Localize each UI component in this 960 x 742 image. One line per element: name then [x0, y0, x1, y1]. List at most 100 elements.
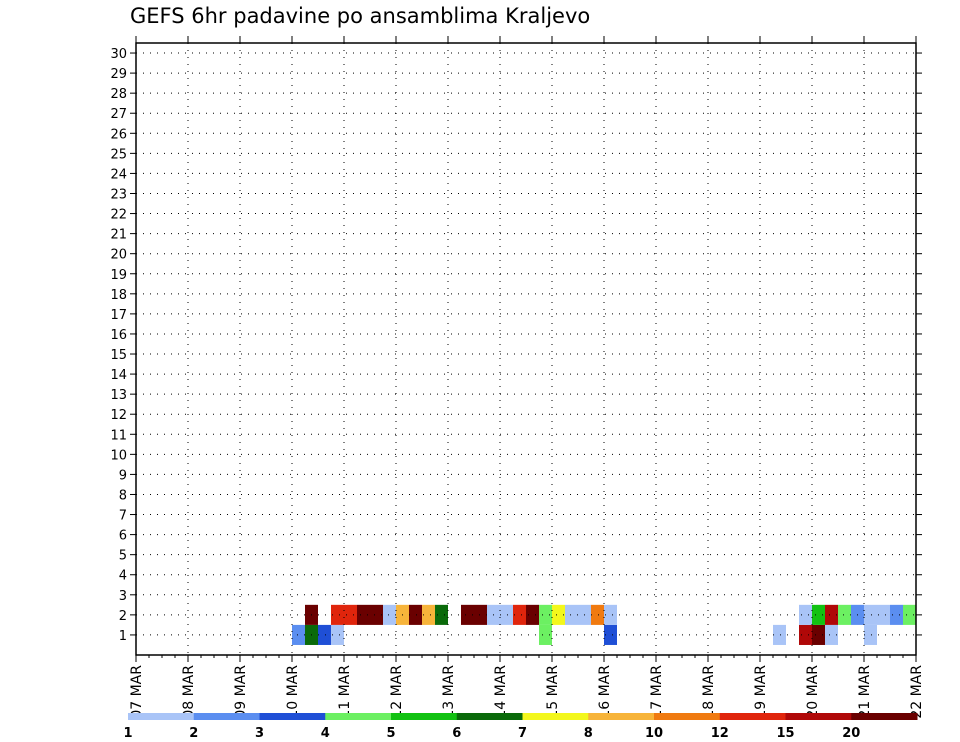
heat-cell	[825, 624, 838, 645]
x-tick-label: 12 MAR	[389, 665, 405, 719]
legend-label: 5	[386, 726, 395, 741]
y-tick-label: 19	[110, 268, 127, 283]
x-tick-label: 18 MAR	[701, 665, 717, 719]
legend-swatch	[193, 713, 260, 720]
y-tick-label: 21	[110, 228, 127, 243]
legend-label: 10	[645, 726, 663, 741]
legend-label: 7	[518, 726, 527, 741]
legend-swatch	[391, 713, 458, 720]
heat-cell	[773, 624, 786, 645]
x-tick-label: 14 MAR	[493, 665, 509, 719]
y-tick-label: 12	[110, 408, 127, 423]
y-tick-label: 29	[110, 67, 127, 82]
legend-swatch	[522, 713, 589, 720]
y-tick-label: 15	[110, 348, 127, 363]
heat-cell	[318, 624, 331, 645]
legend-label: 1	[123, 726, 132, 741]
y-tick-label: 10	[110, 448, 127, 463]
heat-cell	[838, 604, 851, 625]
heat-cell	[565, 604, 578, 625]
heat-cell	[864, 624, 877, 645]
legend-swatch	[719, 713, 786, 720]
heat-cell	[799, 604, 812, 625]
heat-cell	[812, 604, 825, 625]
heat-cell	[500, 604, 513, 625]
legend-swatch	[851, 713, 918, 720]
x-tick-label: 09 MAR	[233, 665, 249, 719]
heat-cell	[383, 604, 396, 625]
heat-cell	[591, 604, 604, 625]
y-tick-label: 27	[110, 107, 127, 122]
legend-swatch	[785, 713, 852, 720]
x-tick-label: 10 MAR	[285, 665, 301, 719]
x-tick-label: 07 MAR	[129, 665, 145, 719]
y-tick-label: 22	[110, 208, 127, 223]
x-tick-label: 21 MAR	[857, 665, 873, 719]
heat-cell	[344, 604, 357, 625]
y-tick-label: 30	[110, 47, 127, 62]
x-tick-label: 15 MAR	[545, 665, 561, 719]
legend-swatch	[128, 713, 195, 720]
chart-title: GEFS 6hr padavine po ansamblima Kraljevo	[130, 4, 591, 28]
y-tick-label: 5	[119, 549, 127, 564]
heat-cell	[461, 604, 474, 625]
heat-cell	[409, 604, 422, 625]
legend-swatch	[325, 713, 392, 720]
heat-cell	[435, 604, 448, 625]
legend-swatch	[456, 713, 523, 720]
y-tick-label: 26	[110, 127, 127, 142]
y-tick-label: 9	[119, 468, 127, 483]
heat-cell	[799, 624, 812, 645]
heat-cell	[370, 604, 383, 625]
legend-label: 12	[711, 726, 729, 741]
x-tick-label: 16 MAR	[597, 665, 613, 719]
heat-cell	[812, 624, 825, 645]
y-tick-label: 28	[110, 87, 127, 102]
heat-cell	[526, 604, 539, 625]
heat-cell	[422, 604, 435, 625]
y-tick-label: 25	[110, 147, 127, 162]
y-tick-label: 23	[110, 187, 127, 202]
heat-cell	[513, 604, 526, 625]
heat-cell	[292, 624, 305, 645]
y-tick-label: 11	[110, 428, 127, 443]
heat-cell	[604, 604, 617, 625]
heat-cell	[331, 624, 344, 645]
y-tick-label: 17	[110, 308, 127, 323]
legend-swatch	[588, 713, 655, 720]
x-tick-label: 13 MAR	[441, 665, 457, 719]
x-tick-label: 08 MAR	[181, 665, 197, 719]
heat-cell	[539, 604, 552, 625]
heat-cell	[357, 604, 370, 625]
legend-label: 4	[321, 726, 330, 741]
legend-label: 3	[255, 726, 264, 741]
heat-cell	[604, 624, 617, 645]
heat-cell	[539, 624, 552, 645]
heat-cell	[903, 604, 916, 625]
y-tick-label: 16	[110, 328, 127, 343]
x-tick-label: 19 MAR	[753, 665, 769, 719]
legend-swatch	[259, 713, 326, 720]
y-tick-label: 7	[119, 509, 127, 524]
heat-cell	[474, 604, 487, 625]
heat-cell	[877, 604, 890, 625]
y-tick-label: 2	[119, 609, 127, 624]
y-tick-label: 14	[110, 368, 127, 383]
legend-label: 2	[189, 726, 198, 741]
legend-label: 8	[584, 726, 593, 741]
y-tick-label: 1	[119, 629, 127, 644]
y-tick-label: 4	[119, 569, 127, 584]
legend-label: 15	[776, 726, 794, 741]
y-tick-label: 13	[110, 388, 127, 403]
heat-cell	[825, 604, 838, 625]
y-tick-label: 8	[119, 488, 127, 503]
y-tick-label: 6	[119, 529, 127, 544]
legend-label: 20	[842, 726, 860, 741]
x-tick-label: 22 MAR	[909, 665, 925, 719]
heat-cell	[864, 604, 877, 625]
heat-cell	[331, 604, 344, 625]
legend-swatch	[654, 713, 721, 720]
plot-frame	[135, 42, 917, 656]
x-tick-label: 20 MAR	[805, 665, 821, 719]
